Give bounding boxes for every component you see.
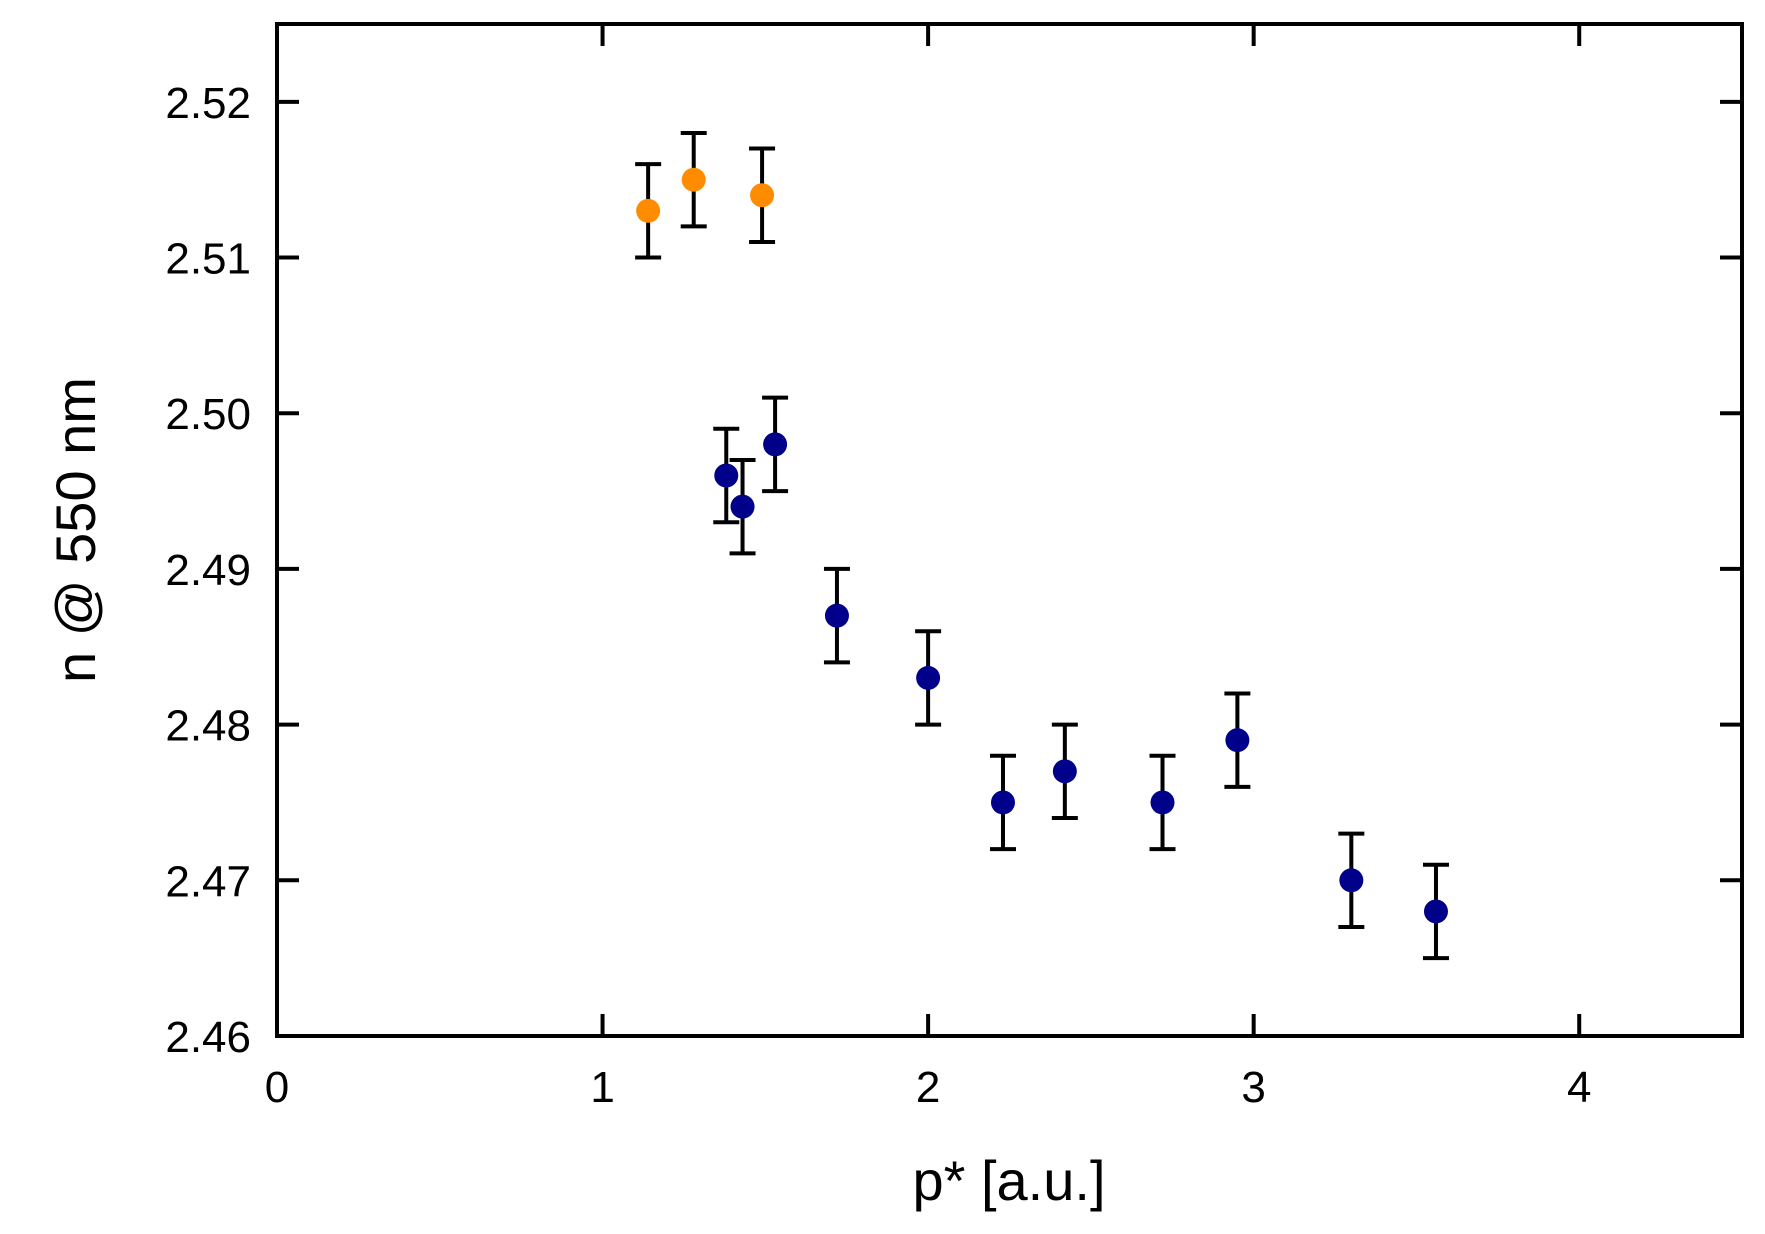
- y-tick-label: 2.52: [165, 79, 251, 128]
- y-tick-label: 2.47: [165, 857, 251, 906]
- x-tick-label: 1: [590, 1063, 614, 1112]
- axis-ticks: [275, 24, 1742, 1038]
- x-axis-title: p* [a.u.]: [912, 1149, 1105, 1212]
- data-point: [1423, 899, 1448, 924]
- data-point: [824, 603, 849, 628]
- y-axis-title: n @ 550 nm: [44, 377, 107, 683]
- data-point: [714, 463, 739, 488]
- plot-frame: [275, 22, 1744, 1038]
- tick-labels: 0 1 2 3 4 2.46 2.47 2.48 2.49 2.50 2.51 2.52: [165, 79, 1591, 1112]
- x-tick-label: 4: [1567, 1063, 1591, 1112]
- y-tick-label: 2.48: [165, 702, 251, 751]
- y-tick-label: 2.50: [165, 390, 251, 439]
- data-points: [635, 130, 1449, 961]
- y-tick-label: 2.46: [165, 1013, 251, 1062]
- data-point: [1339, 868, 1364, 893]
- data-point: [1150, 790, 1175, 815]
- data-point: [763, 432, 788, 457]
- data-point: [1052, 759, 1077, 784]
- data-point: [1225, 728, 1250, 753]
- data-point: [990, 790, 1015, 815]
- data-point: [730, 494, 755, 519]
- y-tick-label: 2.49: [165, 546, 251, 595]
- x-tick-label: 2: [916, 1063, 940, 1112]
- data-point: [636, 198, 661, 223]
- data-point: [750, 183, 775, 208]
- x-tick-label: 0: [265, 1063, 289, 1112]
- y-tick-label: 2.51: [165, 235, 251, 284]
- data-point: [681, 167, 706, 192]
- x-tick-label: 3: [1241, 1063, 1265, 1112]
- data-point: [916, 665, 941, 690]
